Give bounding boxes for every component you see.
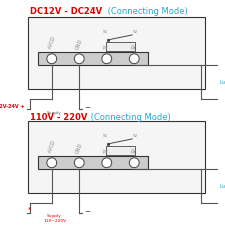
Circle shape	[74, 158, 84, 168]
Text: 12V-24V +: 12V-24V +	[0, 104, 25, 108]
Bar	[106, 42, 135, 51]
Text: S1: S1	[103, 134, 108, 138]
Text: (Connecting Mode): (Connecting Mode)	[105, 7, 188, 16]
Bar	[38, 52, 148, 65]
Text: +VCD: +VCD	[47, 35, 57, 50]
Circle shape	[129, 54, 139, 64]
Text: Load: Load	[219, 80, 225, 85]
Text: −: −	[84, 209, 90, 215]
Text: S2: S2	[131, 147, 138, 154]
Text: 110V - 220V: 110V - 220V	[30, 113, 87, 122]
Text: *: *	[28, 207, 32, 213]
Text: GND: GND	[75, 142, 83, 154]
Bar	[106, 146, 135, 155]
Circle shape	[74, 54, 84, 64]
Text: Supply: Supply	[47, 111, 62, 115]
Text: DC12V - DC24V: DC12V - DC24V	[30, 7, 102, 16]
Text: S1: S1	[103, 43, 110, 50]
Text: −: −	[84, 105, 90, 111]
Circle shape	[129, 158, 139, 168]
Text: +VCD: +VCD	[47, 139, 57, 154]
Text: GND: GND	[75, 38, 83, 50]
Text: S1: S1	[103, 30, 108, 34]
Text: Supply
110~220V: Supply 110~220V	[43, 214, 66, 223]
Text: S2: S2	[131, 43, 138, 50]
Text: S1: S1	[103, 147, 110, 154]
Circle shape	[47, 54, 57, 64]
Circle shape	[102, 158, 112, 168]
Circle shape	[102, 54, 112, 64]
Text: S2: S2	[133, 134, 138, 138]
Bar	[28, 121, 205, 193]
Text: (Connecting Mode): (Connecting Mode)	[88, 113, 171, 122]
Bar	[38, 156, 148, 169]
Text: S2: S2	[133, 30, 138, 34]
Text: Load: Load	[219, 184, 225, 189]
Circle shape	[47, 158, 57, 168]
Bar	[28, 17, 205, 89]
